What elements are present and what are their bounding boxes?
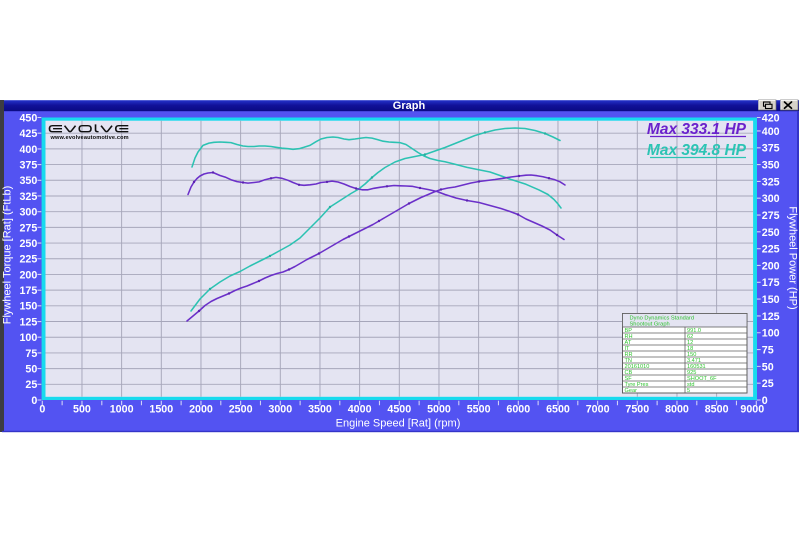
svg-text:6000: 6000: [506, 404, 530, 416]
svg-text:AT: AT: [625, 340, 632, 346]
svg-text:500: 500: [73, 404, 91, 416]
svg-text:std: std: [687, 382, 694, 388]
svg-text:TN: TN: [625, 358, 632, 364]
svg-text:125: 125: [19, 316, 37, 328]
svg-text:1500: 1500: [149, 404, 173, 416]
svg-text:Tyre Pres: Tyre Pres: [625, 382, 649, 388]
svg-text:12: 12: [687, 340, 693, 346]
svg-text:6500: 6500: [546, 404, 570, 416]
svg-text:RR: RR: [625, 352, 633, 358]
svg-text:1000: 1000: [110, 404, 134, 416]
svg-text:0: 0: [31, 395, 37, 407]
svg-text:300: 300: [762, 193, 780, 205]
svg-text:Flywheel Torque [Rat] (FtLb): Flywheel Torque [Rat] (FtLb): [2, 186, 14, 325]
svg-text:Max 394.8 HP: Max 394.8 HP: [647, 142, 747, 159]
svg-text:350: 350: [19, 175, 37, 187]
svg-text:Dyno Dynamics Standard: Dyno Dynamics Standard: [630, 316, 695, 322]
svg-text:25: 25: [762, 378, 774, 390]
svg-text:160531: 160531: [687, 364, 706, 370]
svg-text:925: 925: [687, 370, 696, 376]
svg-text:125: 125: [762, 311, 780, 323]
svg-text:150: 150: [19, 301, 37, 313]
svg-text:www.evolveautomotive.com: www.evolveautomotive.com: [50, 135, 129, 141]
svg-text:5: 5: [687, 388, 690, 394]
svg-text:4500: 4500: [387, 404, 411, 416]
svg-text:150: 150: [762, 294, 780, 306]
svg-text:2500: 2500: [229, 404, 253, 416]
svg-text:275: 275: [762, 210, 780, 222]
svg-text:350: 350: [762, 159, 780, 171]
svg-text:325: 325: [762, 176, 780, 188]
svg-text:7500: 7500: [625, 404, 649, 416]
svg-text:BP: BP: [625, 328, 633, 334]
svg-text:50: 50: [25, 364, 37, 376]
svg-text:Shootout Graph: Shootout Graph: [630, 322, 670, 328]
svg-text:2000: 2000: [189, 404, 213, 416]
svg-text:100: 100: [19, 332, 37, 344]
svg-text:175: 175: [762, 277, 780, 289]
svg-text:Engine Speed [Rat] (rpm): Engine Speed [Rat] (rpm): [336, 418, 461, 430]
svg-text:7000: 7000: [586, 404, 610, 416]
svg-text:50: 50: [762, 361, 774, 373]
svg-text:5500: 5500: [467, 404, 491, 416]
svg-text:225: 225: [19, 254, 37, 266]
svg-text:3000: 3000: [268, 404, 292, 416]
svg-text:325: 325: [19, 191, 37, 203]
svg-text:450: 450: [19, 112, 37, 124]
svg-text:250: 250: [762, 227, 780, 239]
svg-text:SF: SF: [625, 376, 633, 382]
svg-text:Gear: Gear: [625, 388, 638, 394]
svg-text:75: 75: [25, 348, 37, 360]
svg-text:62: 62: [687, 334, 693, 340]
svg-text:991.0: 991.0: [687, 328, 701, 334]
svg-text:8500: 8500: [705, 404, 729, 416]
svg-text:420: 420: [762, 112, 780, 124]
svg-text:0: 0: [762, 395, 768, 407]
svg-text:Flywheel Power (HP): Flywheel Power (HP): [787, 206, 799, 309]
svg-text:225: 225: [762, 244, 780, 256]
svg-text:0: 0: [39, 404, 45, 416]
svg-text:RH: RH: [625, 334, 633, 340]
svg-text:25: 25: [25, 379, 37, 391]
svg-text:3500: 3500: [308, 404, 332, 416]
svg-text:5000: 5000: [427, 404, 451, 416]
svg-text:CB: CB: [625, 370, 633, 376]
svg-text:275: 275: [19, 222, 37, 234]
svg-text:Graph: Graph: [393, 100, 426, 112]
svg-text:IT: IT: [625, 346, 631, 352]
svg-text:375: 375: [762, 143, 780, 155]
svg-text:150: 150: [687, 352, 696, 358]
svg-text:8000: 8000: [665, 404, 689, 416]
svg-text:Max 333.1 HP: Max 333.1 HP: [647, 121, 747, 138]
svg-text:175: 175: [19, 285, 37, 297]
svg-text:100: 100: [762, 328, 780, 340]
svg-text:200: 200: [19, 269, 37, 281]
svg-text:300: 300: [19, 207, 37, 219]
svg-text:20161010: 20161010: [625, 364, 650, 370]
svg-text:400: 400: [762, 126, 780, 138]
svg-text:4000: 4000: [348, 404, 372, 416]
svg-text:425: 425: [19, 128, 37, 140]
svg-text:3.471: 3.471: [687, 358, 701, 364]
svg-text:75: 75: [762, 344, 774, 356]
svg-text:250: 250: [19, 238, 37, 250]
svg-text:SHOOT_6F: SHOOT_6F: [687, 376, 717, 382]
svg-text:9000: 9000: [740, 404, 764, 416]
svg-text:400: 400: [19, 144, 37, 156]
svg-text:200: 200: [762, 260, 780, 272]
svg-text:375: 375: [19, 159, 37, 171]
svg-text:18: 18: [687, 346, 693, 352]
